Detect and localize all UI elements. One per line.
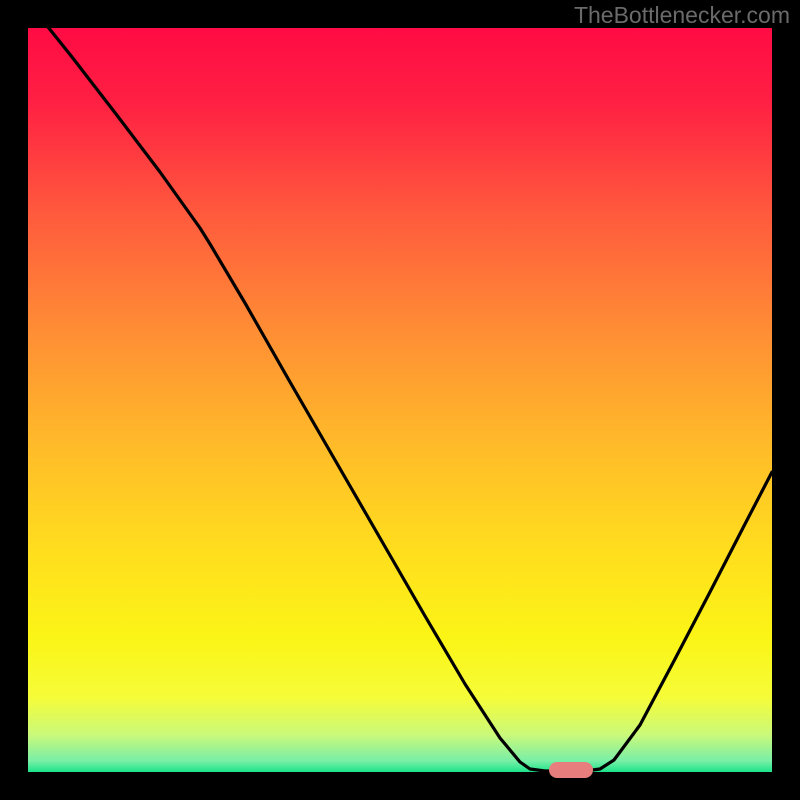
chart-container: TheBottlenecker.com [0,0,800,800]
curve-layer [0,0,800,800]
watermark-text: TheBottlenecker.com [574,2,790,29]
optimal-marker [549,762,593,778]
bottleneck-curve [28,2,772,771]
